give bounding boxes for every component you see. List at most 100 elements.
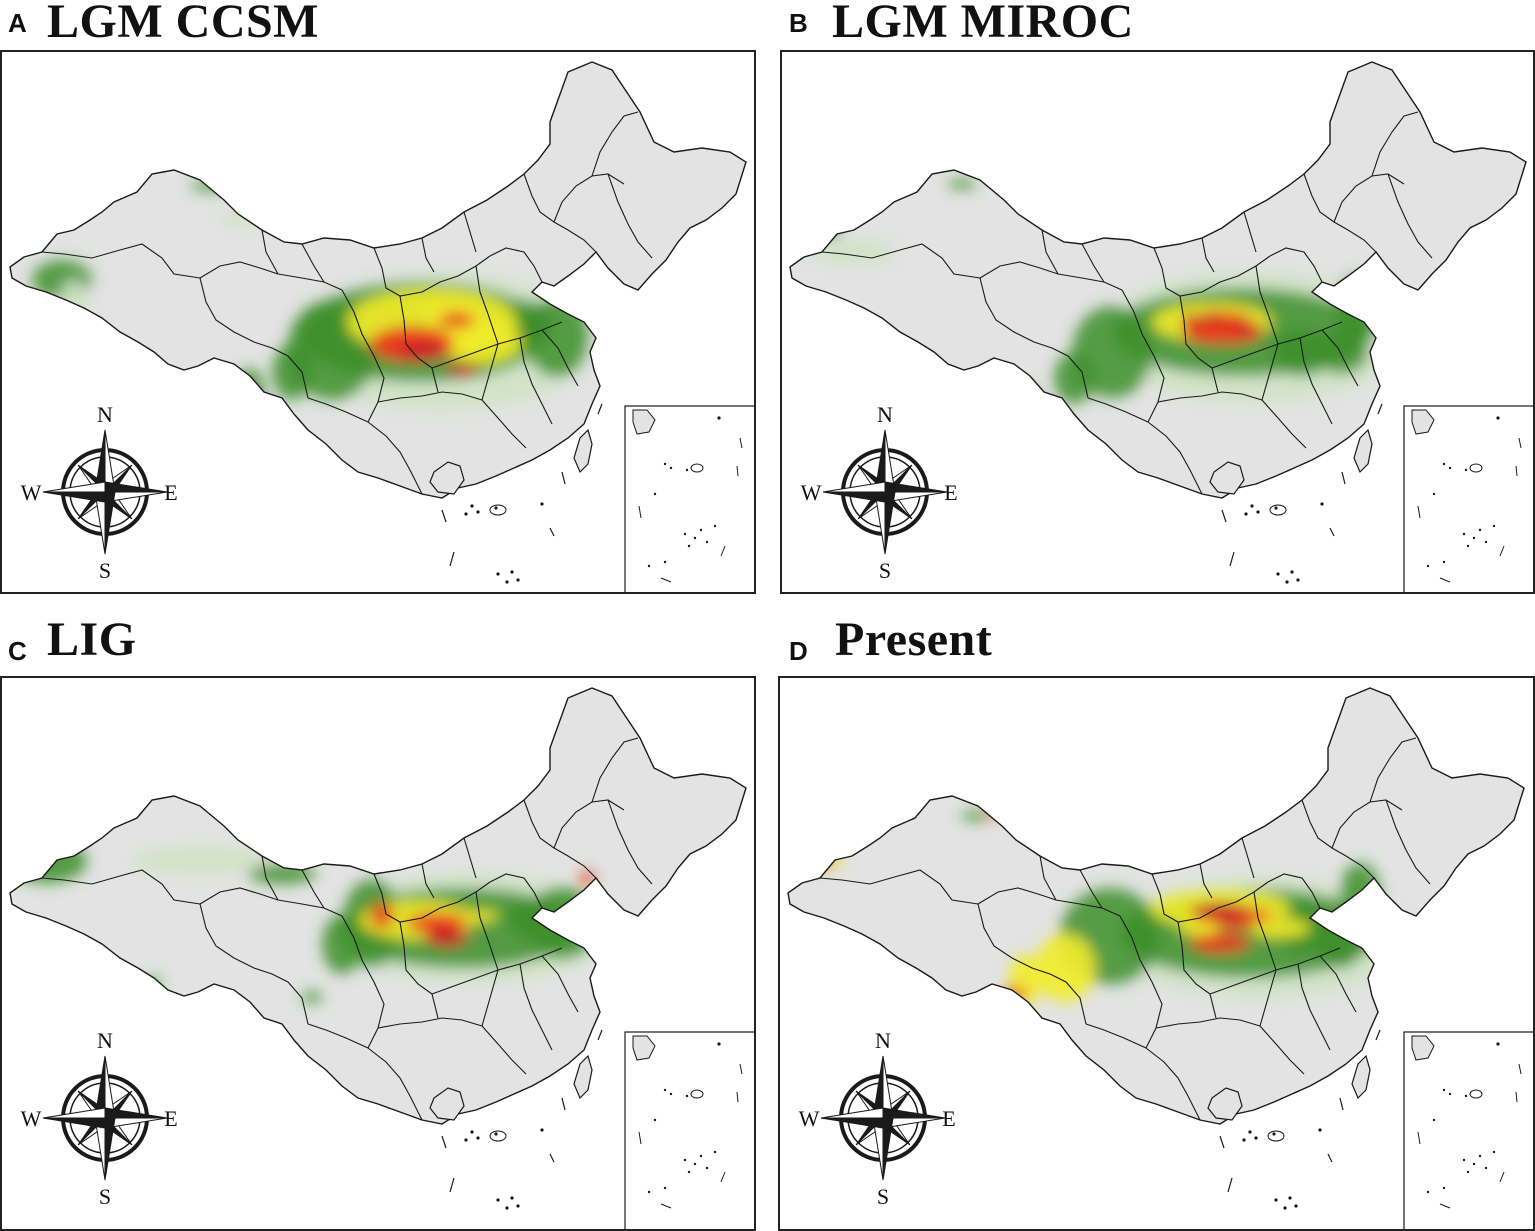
suitability-patch — [398, 344, 446, 360]
province-border — [475, 265, 499, 345]
dash-line — [597, 1029, 603, 1041]
province-border — [261, 855, 279, 901]
panel-c-letter: C — [8, 636, 27, 666]
island-dot — [1250, 504, 1254, 508]
island-dot — [494, 506, 498, 510]
province-border — [1211, 367, 1219, 393]
inset-dash — [638, 1131, 642, 1145]
compass-point — [42, 491, 106, 503]
province-border — [821, 243, 981, 279]
dash-line — [1229, 551, 1235, 567]
inset-island-dot — [1442, 462, 1446, 466]
province-border — [979, 261, 1123, 291]
hainan-island — [429, 1087, 465, 1121]
province-border — [1155, 1017, 1261, 1029]
inset-frame — [1403, 405, 1533, 592]
suitability-patch — [407, 913, 467, 933]
compass-point — [820, 1117, 884, 1129]
inset-dash — [1515, 465, 1518, 477]
compass-point — [820, 1107, 884, 1119]
inset-dash — [720, 545, 726, 557]
suitability-patch — [1180, 920, 1220, 936]
panel-d-map: N S E W — [778, 676, 1535, 1231]
compass-point — [42, 1107, 106, 1119]
province-border — [541, 955, 579, 1013]
dash-line — [1227, 1177, 1233, 1193]
province-border — [377, 391, 483, 403]
suitability-patch — [798, 848, 842, 868]
province-border — [1241, 837, 1255, 879]
province-border — [1297, 963, 1331, 1051]
province-border — [41, 243, 201, 279]
province-border — [377, 1017, 483, 1029]
inset-island-ring — [1469, 1089, 1483, 1099]
province-border — [1319, 955, 1357, 1013]
inset-island-dot — [669, 466, 673, 470]
province-border — [553, 799, 625, 849]
island-dot — [1256, 510, 1260, 514]
island-dot — [1288, 1196, 1292, 1200]
panel-b-title: LGM MIROC — [832, 0, 1134, 48]
inset-dot — [1496, 416, 1500, 420]
inset-island-dot — [653, 1118, 657, 1122]
province-border — [977, 887, 1121, 917]
province-border — [399, 921, 433, 995]
inset-island-dot — [705, 540, 709, 544]
dash-line — [1219, 1135, 1225, 1149]
inset-island-dot — [1466, 1170, 1470, 1174]
inset-island-dot — [1462, 1158, 1466, 1162]
island-dot — [1285, 580, 1289, 584]
taiwan-island — [1353, 428, 1373, 474]
compass-label-w: W — [21, 480, 42, 505]
dash-line — [549, 527, 555, 537]
province-border — [199, 261, 343, 291]
inset-island-dot — [693, 1162, 697, 1166]
inset-island-dot — [1484, 1166, 1488, 1170]
inset-dash — [1439, 1203, 1451, 1209]
national-border — [789, 61, 1527, 499]
inset-dash — [1515, 1091, 1518, 1103]
island-dot — [494, 1132, 498, 1136]
province-border — [1087, 397, 1149, 423]
dash-line — [561, 1097, 566, 1111]
inset-island-dot — [683, 532, 687, 536]
suitability-patch — [302, 991, 322, 1003]
inset-island-dot — [1442, 560, 1446, 564]
province-border — [199, 277, 309, 399]
province-border — [373, 247, 491, 297]
suitability-patch — [1009, 954, 1041, 1006]
island-dot — [1283, 1206, 1287, 1210]
inset-dash — [1499, 1171, 1505, 1183]
compass-point — [104, 1107, 168, 1119]
inset-island-ring — [690, 463, 704, 473]
province-border — [1333, 173, 1405, 223]
inset-dash — [1417, 1131, 1421, 1145]
province-border — [261, 229, 279, 275]
province-border — [1387, 173, 1433, 259]
compass-rose: N S E W — [799, 1028, 956, 1209]
inset-dash — [736, 1091, 739, 1103]
panel-c-svg: N S E W — [9, 687, 754, 1229]
island-dot — [1276, 572, 1280, 576]
island-dot — [496, 1198, 500, 1202]
island-ring — [489, 504, 507, 516]
inset-island-dot — [699, 528, 703, 532]
compass-label-n: N — [877, 402, 893, 427]
island-dot — [1274, 1198, 1278, 1202]
province-border — [1157, 391, 1263, 403]
province-border — [1179, 295, 1213, 369]
inset-island-ring — [1469, 463, 1483, 473]
province-borders — [41, 111, 653, 495]
compass-label-e: E — [942, 1106, 955, 1131]
panel-d-title: Present — [835, 613, 993, 666]
inset-land — [632, 1035, 656, 1061]
south-sea-marks — [441, 403, 603, 584]
inset-frame — [624, 405, 754, 592]
island-dot — [510, 570, 514, 574]
inset-dash — [720, 1171, 726, 1183]
compass-label-w: W — [799, 1106, 820, 1131]
inset-dot — [717, 416, 721, 420]
province-border — [199, 887, 343, 917]
province-border — [301, 243, 325, 283]
suitability-patch — [961, 811, 989, 821]
